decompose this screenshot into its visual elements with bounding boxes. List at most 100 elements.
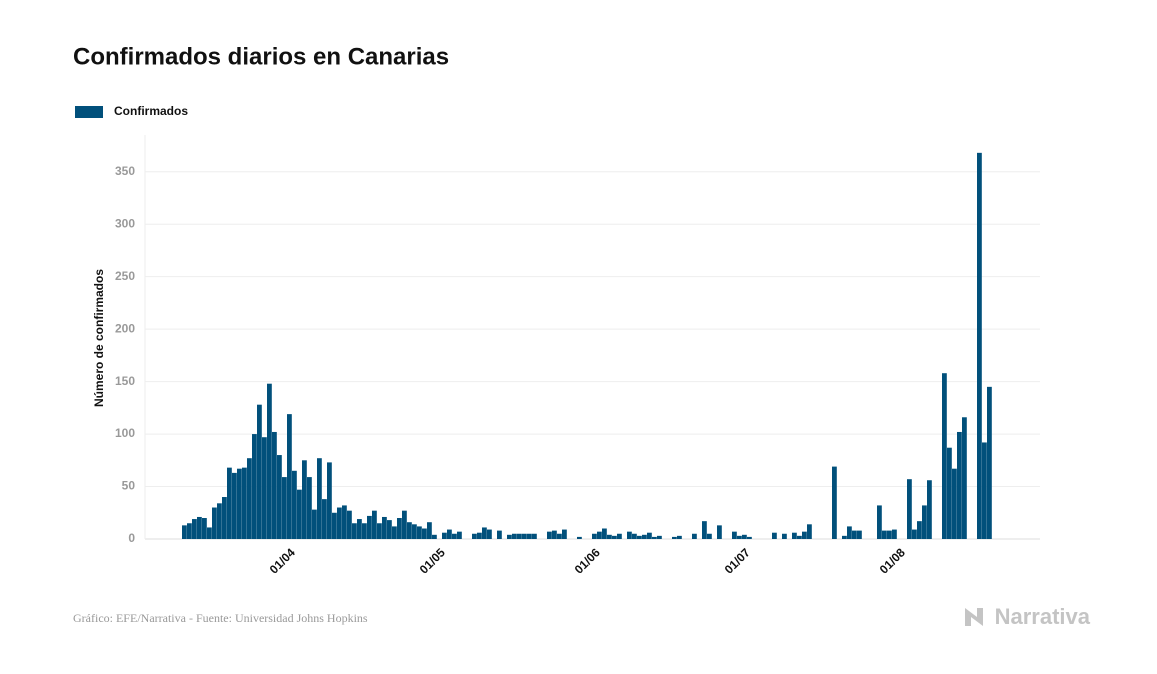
- bar: [447, 529, 452, 539]
- bar: [287, 414, 292, 539]
- bar: [917, 521, 922, 539]
- bar: [457, 531, 462, 539]
- bar: [377, 523, 382, 539]
- bar: [942, 373, 947, 539]
- y-tick-label: 150: [115, 374, 135, 388]
- bar: [637, 535, 642, 539]
- bar: [527, 533, 532, 539]
- bar: [207, 527, 212, 539]
- bar: [292, 470, 297, 539]
- logo: Narrativa: [995, 604, 1091, 629]
- bar: [232, 472, 237, 539]
- bar: [602, 528, 607, 539]
- bar: [397, 518, 402, 539]
- bar: [907, 479, 912, 539]
- logo-icon: [965, 608, 983, 626]
- bar: [912, 529, 917, 539]
- bar: [832, 466, 837, 539]
- bar: [472, 533, 477, 539]
- bar: [532, 533, 537, 539]
- bar: [717, 525, 722, 539]
- bar: [332, 512, 337, 539]
- x-tick-label: 01/08: [877, 545, 908, 576]
- y-tick-label: 100: [115, 426, 135, 440]
- bar: [282, 477, 287, 539]
- bar: [577, 536, 582, 539]
- bar: [847, 526, 852, 539]
- x-tick-label: 01/06: [572, 545, 603, 576]
- bar: [962, 417, 967, 539]
- bar: [792, 532, 797, 539]
- bar: [632, 533, 637, 539]
- y-tick-label: 0: [128, 531, 135, 545]
- y-tick-label: 300: [115, 216, 135, 230]
- bar: [782, 533, 787, 539]
- bar: [247, 458, 252, 539]
- bar: [647, 532, 652, 539]
- bar: [407, 522, 412, 539]
- bar: [217, 503, 222, 539]
- bar: [877, 505, 882, 539]
- bar: [627, 531, 632, 539]
- bar: [982, 442, 987, 539]
- bar: [392, 526, 397, 539]
- bar: [382, 516, 387, 539]
- bar: [417, 526, 422, 539]
- bar: [857, 530, 862, 539]
- bar: [427, 522, 432, 539]
- bar: [302, 460, 307, 539]
- bar: [347, 510, 352, 539]
- bar: [852, 530, 857, 539]
- bar: [517, 533, 522, 539]
- bar: [507, 534, 512, 539]
- bar: [277, 455, 282, 539]
- bar: [187, 523, 192, 539]
- bar: [357, 519, 362, 539]
- bar: [702, 521, 707, 539]
- bar: [557, 533, 562, 539]
- bar: [317, 458, 322, 539]
- bar: [617, 533, 622, 539]
- bar: [807, 524, 812, 539]
- y-tick-label: 350: [115, 164, 135, 178]
- bar: [522, 533, 527, 539]
- bar: [672, 536, 677, 539]
- bar: [297, 489, 302, 539]
- bar: [742, 534, 747, 539]
- bar: [352, 523, 357, 539]
- x-tick-label: 01/05: [417, 545, 448, 576]
- bar: [952, 468, 957, 539]
- bar: [652, 536, 657, 539]
- bar: [482, 527, 487, 539]
- bar: [547, 531, 552, 539]
- bar: [657, 535, 662, 539]
- chart-title: Confirmados diarios en Canarias: [73, 43, 449, 70]
- y-tick-label: 200: [115, 321, 135, 335]
- bar: [892, 529, 897, 539]
- bar: [272, 431, 277, 539]
- bar: [307, 477, 312, 539]
- bar: [327, 462, 332, 539]
- x-tick-label: 01/04: [267, 545, 298, 576]
- bar: [372, 510, 377, 539]
- bar: [612, 535, 617, 539]
- y-tick-label: 250: [115, 269, 135, 283]
- bar: [197, 516, 202, 539]
- bar: [797, 535, 802, 539]
- bar: [927, 480, 932, 539]
- bar: [182, 525, 187, 539]
- bar: [487, 529, 492, 539]
- y-axis-label: Número de confirmados: [92, 269, 106, 407]
- legend-label: Confirmados: [114, 104, 188, 118]
- source: Gráfico: EFE/Narrativa - Fuente: Univers…: [73, 611, 368, 625]
- bar: [947, 447, 952, 539]
- bar: [192, 519, 197, 539]
- bar: [222, 497, 227, 539]
- bar: [677, 535, 682, 539]
- bar: [312, 509, 317, 539]
- bar: [842, 535, 847, 539]
- bar: [692, 533, 697, 539]
- bar: [387, 520, 392, 539]
- bar: [227, 467, 232, 539]
- bar: [362, 523, 367, 539]
